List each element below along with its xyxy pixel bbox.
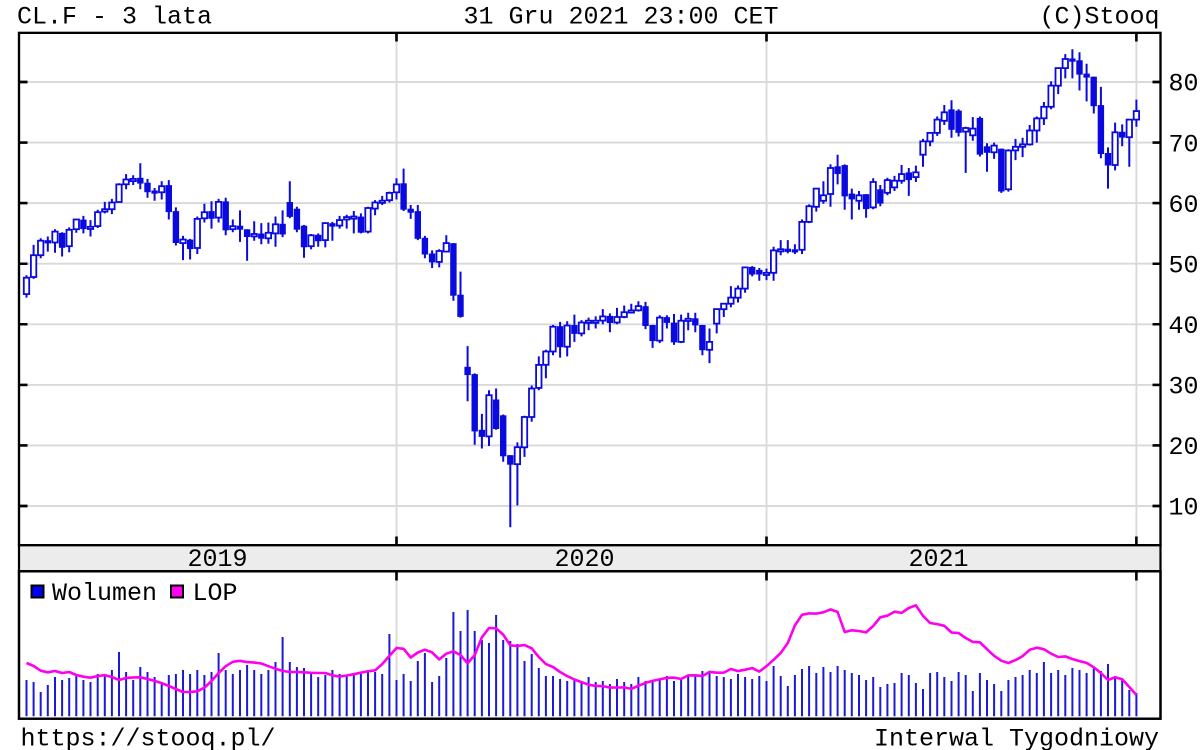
svg-text:30: 30	[1169, 373, 1199, 402]
svg-text:(C)Stooq: (C)Stooq	[1040, 3, 1160, 32]
svg-text:2021: 2021	[909, 545, 969, 574]
svg-text:80: 80	[1169, 70, 1199, 99]
svg-text:Wolumen: Wolumen	[52, 579, 157, 608]
svg-text:2020: 2020	[555, 545, 615, 574]
svg-text:20: 20	[1169, 433, 1199, 462]
svg-text:LOP: LOP	[193, 579, 238, 608]
svg-text:CL.F - 3 lata: CL.F - 3 lata	[17, 3, 212, 32]
svg-text:40: 40	[1169, 312, 1199, 341]
svg-text:10: 10	[1169, 494, 1199, 523]
svg-text:31 Gru 2021 23:00 CET: 31 Gru 2021 23:00 CET	[464, 3, 779, 32]
svg-text:70: 70	[1169, 130, 1199, 159]
svg-text:60: 60	[1169, 191, 1199, 220]
svg-text:50: 50	[1169, 251, 1199, 280]
svg-text:2019: 2019	[188, 545, 248, 574]
svg-text:Interwal Tygodniowy: Interwal Tygodniowy	[874, 725, 1159, 750]
svg-text:https://stooq.pl/: https://stooq.pl/	[21, 725, 276, 750]
